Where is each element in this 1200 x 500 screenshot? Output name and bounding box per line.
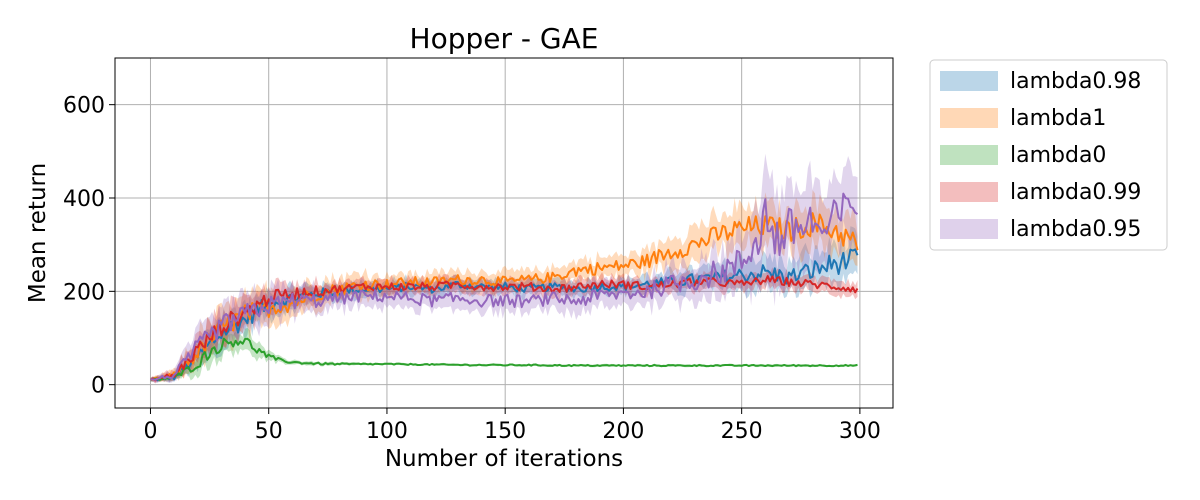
y-tick-label: 0 xyxy=(91,374,105,399)
y-tick-label: 600 xyxy=(63,94,105,119)
series-band-lambda0.95 xyxy=(150,153,858,383)
x-tick-label: 100 xyxy=(366,419,408,444)
grid xyxy=(115,58,893,408)
x-tick-label: 0 xyxy=(143,419,157,444)
legend-label: lambda0.99 xyxy=(1010,180,1141,205)
series-line-lambda1 xyxy=(150,212,859,381)
chart-title: Hopper - GAE xyxy=(410,22,599,55)
x-tick-label: 200 xyxy=(602,419,644,444)
series-line-lambda0.95 xyxy=(150,192,859,381)
legend-swatch xyxy=(940,108,998,128)
x-tick-label: 250 xyxy=(721,419,763,444)
legend-label: lambda0.98 xyxy=(1010,69,1141,94)
y-axis-label: Mean return xyxy=(25,163,51,303)
legend: lambda0.98 lambda1 lambda0 lambda0.99 lambda… xyxy=(929,59,1168,251)
ticks: 0 50 100 150 200 250 300 0 200 400 600 xyxy=(63,94,881,444)
y-tick-label: 200 xyxy=(63,280,105,305)
series-band-lambda0 xyxy=(150,326,858,382)
series-band-lambda0.99 xyxy=(150,267,858,384)
series-lines xyxy=(150,192,859,382)
legend-label: lambda1 xyxy=(1010,106,1106,131)
legend-box xyxy=(929,59,1168,251)
legend-label: lambda0.95 xyxy=(1010,217,1141,242)
series-line-lambda0 xyxy=(150,337,858,381)
x-tick-label: 150 xyxy=(484,419,526,444)
x-axis-label: Number of iterations xyxy=(385,446,623,472)
legend-label: lambda0 xyxy=(1010,143,1106,168)
legend-swatch xyxy=(940,219,998,239)
legend-swatch xyxy=(940,71,998,91)
x-tick-label: 50 xyxy=(255,419,283,444)
y-tick-label: 400 xyxy=(63,187,105,212)
x-tick-label: 300 xyxy=(839,419,881,444)
legend-swatch xyxy=(940,182,998,202)
series-line-lambda0.99 xyxy=(150,275,859,382)
confidence-bands xyxy=(150,153,858,384)
series-band-lambda0.98 xyxy=(150,226,858,383)
legend-swatch xyxy=(940,145,998,165)
plot-frame xyxy=(114,57,894,409)
